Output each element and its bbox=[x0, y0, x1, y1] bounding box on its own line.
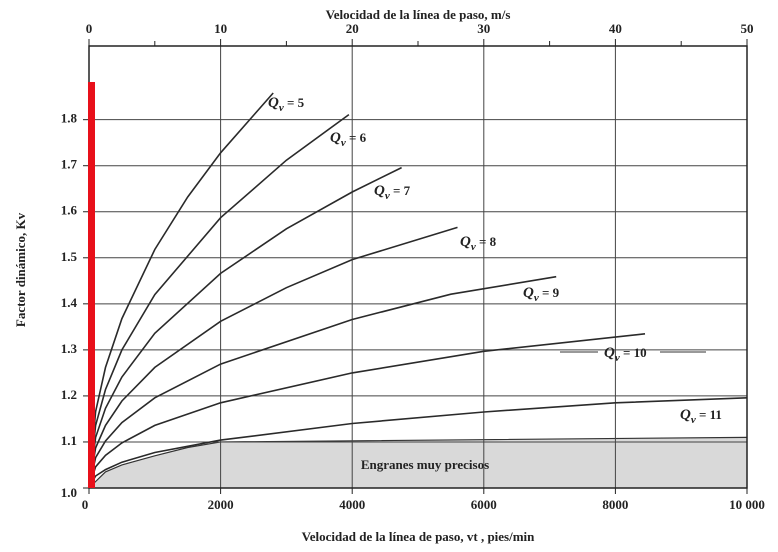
x2-tick-label: 20 bbox=[346, 21, 359, 36]
y-axis-title: Factor dinámico, Kv bbox=[13, 212, 28, 327]
curve-label-rest: = 7 bbox=[390, 183, 411, 198]
x-tick-label: 4000 bbox=[339, 497, 365, 512]
top-axis-title: Velocidad de la línea de paso, m/s bbox=[326, 7, 511, 22]
y-tick-label: 1.5 bbox=[61, 249, 78, 264]
curve bbox=[88, 275, 557, 489]
curve bbox=[88, 92, 274, 489]
curve-label-q: Q bbox=[460, 234, 471, 250]
curve-label-sub: v bbox=[385, 190, 390, 202]
curve-label-rest: = 5 bbox=[284, 95, 305, 110]
curve-label-rest: = 10 bbox=[620, 345, 647, 360]
curve bbox=[88, 166, 402, 489]
curve bbox=[88, 113, 350, 489]
curve-label-q: Q bbox=[680, 407, 691, 423]
curve-label: Qv = 7 bbox=[374, 183, 411, 202]
y-tick-label: 1.8 bbox=[61, 111, 78, 126]
x-tick-label: 10 000 bbox=[729, 497, 765, 512]
x2-tick-label: 30 bbox=[477, 21, 490, 36]
plot-frame bbox=[88, 45, 748, 489]
curve-label: Qv = 8 bbox=[460, 234, 497, 253]
y-tick-label: 1.7 bbox=[61, 157, 78, 172]
curve-label: Qv = 9 bbox=[523, 285, 560, 304]
y-tick-label: 1.0 bbox=[61, 485, 77, 500]
x-axis-title: Velocidad de la línea de paso, vt , pies… bbox=[302, 529, 536, 544]
curve-label-sub: v bbox=[615, 352, 620, 364]
curve-label-sub: v bbox=[341, 137, 346, 149]
curve-label-sub: v bbox=[534, 292, 539, 304]
y-tick-label: 1.3 bbox=[61, 341, 78, 356]
curve-label: Qv = 5 bbox=[268, 95, 305, 114]
curve-label-q: Q bbox=[523, 285, 534, 301]
y-tick-label: 1.6 bbox=[61, 203, 78, 218]
y-tick-label: 1.4 bbox=[61, 295, 78, 310]
region-label: Engranes muy precisos bbox=[361, 457, 489, 472]
curve bbox=[88, 333, 646, 489]
curve bbox=[88, 397, 748, 489]
x-tick-label: 6000 bbox=[471, 497, 497, 512]
x2-tick-label: 50 bbox=[741, 21, 754, 36]
curve-label-rest: = 6 bbox=[346, 130, 367, 145]
curve-label-sub: v bbox=[279, 102, 284, 114]
x-tick-label: 8000 bbox=[602, 497, 628, 512]
x2-tick-label: 40 bbox=[609, 21, 622, 36]
y-tick-label: 1.2 bbox=[61, 387, 77, 402]
x2-tick-label: 10 bbox=[214, 21, 227, 36]
curve bbox=[88, 226, 458, 489]
curve-label: Qv = 10 bbox=[604, 345, 647, 364]
curve-label-rest: = 9 bbox=[539, 285, 560, 300]
x-tick-label: 2000 bbox=[208, 497, 234, 512]
y-tick-label: 1.1 bbox=[61, 433, 77, 448]
curve-label-rest: = 8 bbox=[476, 234, 497, 249]
curve-label: Qv = 6 bbox=[330, 130, 367, 149]
curve-label-sub: v bbox=[471, 241, 476, 253]
curve-label: Qv = 11 bbox=[680, 407, 722, 426]
x2-tick-label: 0 bbox=[86, 21, 93, 36]
precision-region bbox=[89, 437, 747, 488]
x-tick-label: 0 bbox=[82, 497, 89, 512]
curve-label-q: Q bbox=[374, 183, 385, 199]
highlight-bar bbox=[88, 82, 95, 488]
curve-label-sub: v bbox=[691, 414, 696, 426]
curve-label-q: Q bbox=[268, 95, 279, 111]
curve-label-q: Q bbox=[330, 130, 341, 146]
curve-label-rest: = 11 bbox=[696, 407, 722, 422]
curve-label-q: Q bbox=[604, 345, 615, 361]
